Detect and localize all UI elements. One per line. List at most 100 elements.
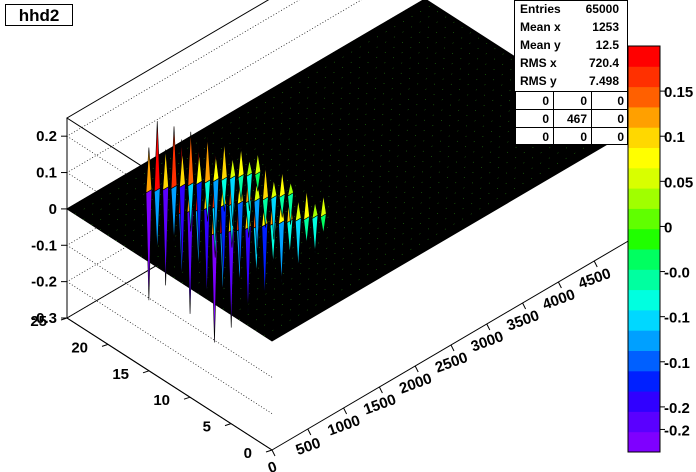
spike-positive [221, 142, 228, 181]
y-tick-label: 10 [153, 392, 170, 409]
stat-cell: 0 [553, 127, 591, 145]
spike-positive [195, 153, 203, 186]
palette-tick-label: 0.1 [664, 129, 685, 146]
stat-cell: 0 [515, 109, 553, 127]
palette-swatch [628, 66, 660, 88]
y-tick [224, 423, 232, 427]
stat-mean-x: Mean x 1253 [515, 19, 627, 38]
x-tick [450, 344, 455, 352]
spike-positive [278, 171, 286, 198]
palette-swatch [628, 249, 660, 270]
spike-positive [162, 149, 169, 191]
x-tick-label: 1500 [361, 391, 398, 418]
stat-cell: 467 [553, 109, 591, 127]
x-tick-label: 3500 [504, 307, 541, 334]
x-tick-label: 4000 [540, 286, 577, 313]
spike-positive [229, 157, 236, 180]
x-tick [522, 302, 527, 310]
palette-tick-label: 0 [664, 219, 672, 236]
palette-swatch [628, 330, 660, 351]
z-tick-label: 0 [49, 201, 57, 218]
palette-swatch [628, 46, 660, 67]
palette-swatch [628, 228, 660, 250]
palette-swatch [628, 289, 660, 311]
stat-rms-y: RMS y 7.498 [515, 73, 627, 92]
palette-swatch [628, 86, 660, 108]
x-tick [307, 428, 312, 436]
stat-rms-y-label: RMS y [520, 74, 557, 88]
stat-mean-y: Mean y 12.5 [515, 37, 627, 56]
x-tick-label: 4500 [576, 265, 613, 292]
stat-mean-y-value: 12.5 [595, 38, 619, 52]
palette-swatch [628, 370, 660, 392]
x-tick [557, 281, 562, 289]
palette-tick-label: -0.0 [664, 265, 690, 282]
palette-swatch [628, 106, 660, 128]
spike-positive [170, 126, 178, 190]
palette-tick-label: -0.2 [664, 400, 690, 417]
spike-positive [145, 147, 153, 194]
palette-swatch [628, 188, 660, 209]
stat-cell: 0 [591, 127, 628, 145]
palette-swatch [628, 411, 660, 433]
palette-border [627, 45, 661, 453]
spike-positive [287, 182, 294, 197]
x-tick-label: 0 [266, 458, 280, 472]
y-tick [183, 396, 191, 400]
x-tick-label: 2000 [397, 370, 434, 397]
palette-swatch [628, 147, 660, 169]
palette-tick-label: -0.2 [664, 422, 690, 439]
stat-cell: 0 [591, 91, 628, 109]
x-tick [414, 365, 419, 373]
y-tick [142, 370, 150, 374]
y-axis-line [66, 317, 273, 451]
stat-entries-value: 65000 [585, 2, 619, 16]
x-tick-label: 3000 [469, 328, 506, 355]
stat-mean-x-label: Mean x [520, 20, 561, 34]
spike-positive [237, 147, 245, 179]
x-tick-label: 2500 [433, 349, 470, 376]
z-tick-label: 0.2 [36, 128, 57, 145]
palette-swatch [628, 431, 660, 453]
x-tick [271, 449, 276, 457]
stat-mean-x-value: 1253 [592, 20, 619, 34]
palette-tick-label: -0.1 [664, 355, 690, 372]
palette-tick-label: 0.05 [664, 174, 693, 191]
y-tick-label: 15 [112, 366, 129, 383]
spike-positive [254, 152, 261, 176]
stat-mean-y-label: Mean y [520, 38, 561, 52]
z-tick-label: 0.1 [36, 165, 57, 182]
y-tick [101, 343, 109, 347]
spike-positive [270, 180, 278, 200]
spike-positive [187, 131, 194, 187]
stat-rms-x-value: 720.4 [588, 56, 619, 70]
x-tick-label: 500 [294, 435, 323, 460]
spike-positive [179, 151, 186, 188]
stat-rms-y-value: 7.498 [588, 74, 619, 88]
spike-positive [246, 159, 253, 177]
palette-swatch [628, 269, 660, 291]
y-tick-label: 0 [244, 445, 252, 462]
palette-tick-label: 0.15 [664, 84, 693, 101]
palette-swatch [628, 391, 660, 412]
palette-swatch [628, 167, 660, 189]
chart-title: hhd2 [5, 4, 73, 26]
stats-box: Entries 65000 Mean x 1253 Mean y 12.5 RM… [514, 0, 628, 145]
spike-positive [303, 189, 310, 221]
stat-cell: 0 [515, 91, 553, 109]
y-tick-label: 20 [71, 339, 88, 356]
z-tick-label: -0.1 [31, 237, 57, 254]
spike-positive [204, 137, 211, 184]
palette-swatch [628, 309, 660, 331]
spike-positive [154, 121, 161, 192]
spike-positive [311, 202, 319, 220]
stat-entries-label: Entries [520, 2, 561, 16]
stat-entries: Entries 65000 [515, 1, 627, 20]
x-tick [343, 407, 348, 415]
stat-cell: 0 [591, 109, 628, 127]
palette-swatch [628, 350, 660, 372]
stat-rms-x: RMS x 720.4 [515, 55, 627, 74]
y-tick-label: 25 [30, 313, 47, 330]
spike-positive [295, 200, 302, 222]
